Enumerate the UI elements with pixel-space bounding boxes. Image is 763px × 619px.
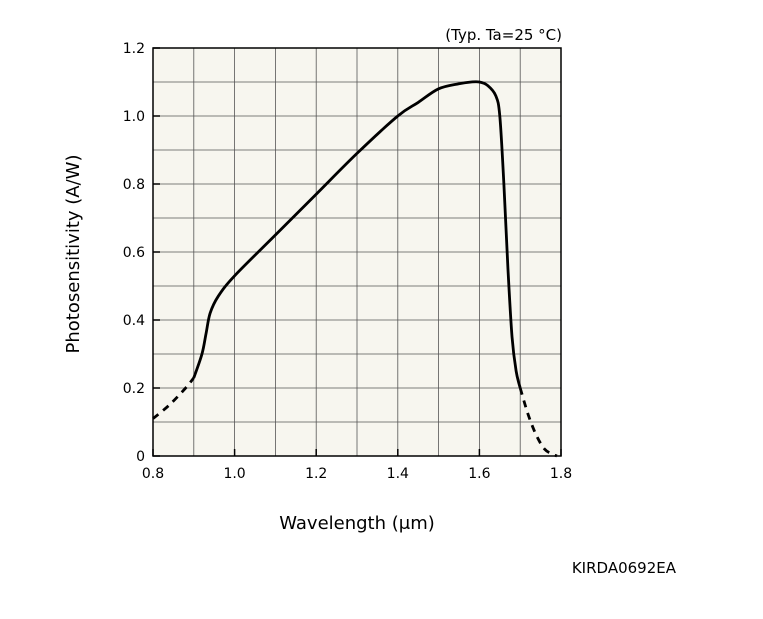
axis-ticks [152,47,562,457]
y-tick-label: 0 [136,449,145,465]
series-lines [152,80,558,458]
x-tick-label: 0.8 [142,466,164,482]
x-tick-label: 1.0 [223,466,245,482]
x-tick-label: 1.8 [550,466,572,482]
y-tick-label: 0.4 [123,313,145,329]
series-line-dashed-0 [152,376,195,420]
x-axis-title: Wavelength (μm) [279,513,435,534]
y-tick-label: 0.8 [123,177,145,193]
axis-tick-labels: 0.8 1.0 1.2 1.4 1.6 1.8 0 0.2 0.4 0.6 0.8 1.0 1.2 [123,41,572,482]
figure-code: KIRDA0692EA [572,559,677,577]
x-tick-label: 1.2 [305,466,327,482]
x-tick-label: 1.6 [468,466,490,482]
grid-lines [153,48,561,456]
x-tick-label: 1.4 [387,466,409,482]
series-line-solid [192,80,522,389]
conditions-annotation: (Typ. Ta=25 °C) [445,26,562,44]
y-tick-label: 1.0 [123,109,145,125]
y-tick-label: 0.2 [123,381,145,397]
y-axis-title: Photosensitivity (A/W) [63,155,84,354]
y-tick-label: 0.6 [123,245,145,261]
y-tick-label: 1.2 [123,41,145,57]
